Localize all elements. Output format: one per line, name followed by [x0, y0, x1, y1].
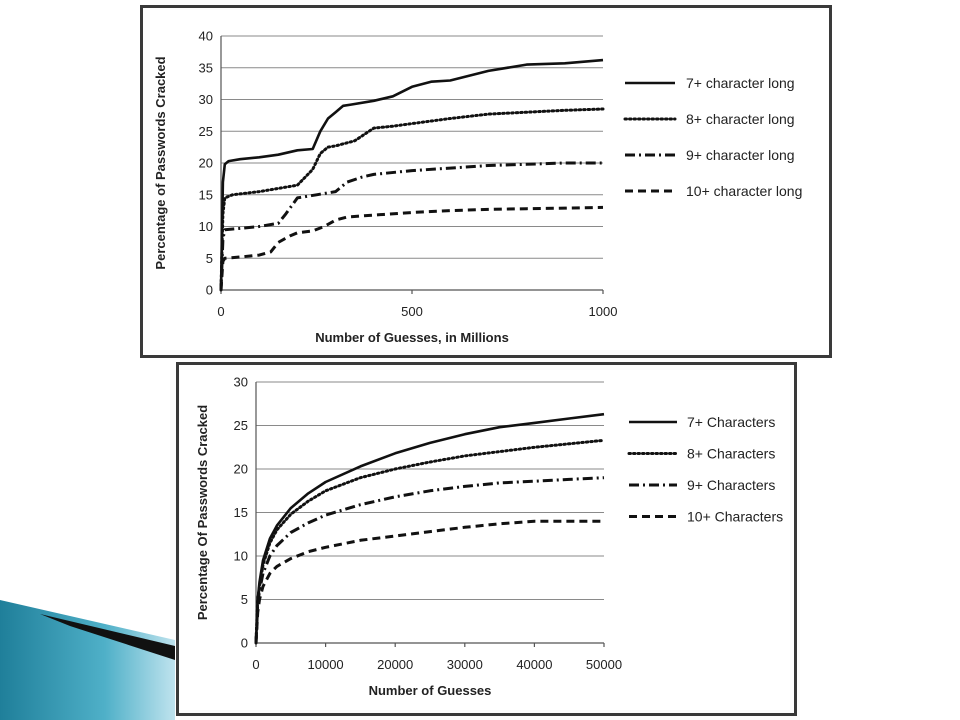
x-axis-title: Number of Guesses: [369, 683, 492, 698]
x-tick-label: 500: [401, 304, 423, 319]
x-tick-label: 10000: [308, 657, 344, 672]
chart-panel-top: 0 5 10 15 20 25 30 35 40 0 500 1000 Number of Guesse…: [140, 5, 832, 358]
y-tick-label: 10: [234, 549, 248, 564]
black-wedge: [40, 614, 175, 660]
y-tick-label: 35: [199, 60, 213, 75]
legend-label: 8+ character long: [686, 111, 795, 127]
legend-label: 10+ Characters: [687, 509, 783, 525]
chart-bottom: 0 5 10 15 20 25 30 0 10000 20000 30000 40000 50000 Nu…: [195, 375, 783, 699]
x-tick-label: 50000: [586, 657, 622, 672]
series-line: [219, 58, 604, 291]
y-tick-label: 10: [199, 219, 213, 234]
y-axis-title: Percentage of Passwords Cracked: [153, 56, 168, 269]
series-line: [219, 107, 605, 292]
y-tick-label: 20: [199, 156, 213, 171]
x-tick-label: 0: [252, 657, 259, 672]
x-tick-label: 1000: [589, 304, 618, 319]
series-line: [219, 205, 604, 291]
legend-label: 9+ Characters: [687, 477, 775, 493]
y-tick-label: 25: [199, 124, 213, 139]
x-axis-title: Number of Guesses, in Millions: [315, 330, 509, 345]
legend-label: 9+ character long: [686, 147, 795, 163]
y-axis-title: Percentage Of Passwords Cracked: [195, 405, 210, 620]
x-tick-label: 0: [217, 304, 224, 319]
y-tick-label: 25: [234, 418, 248, 433]
y-tick-label: 5: [206, 251, 213, 266]
y-tick-label: 30: [234, 375, 248, 390]
legend-label: 7+ character long: [686, 75, 795, 91]
legend-label: 7+ Characters: [687, 414, 775, 430]
y-tick-label: 5: [241, 592, 248, 607]
y-tick-label: 15: [199, 187, 213, 202]
x-tick-label: 40000: [516, 657, 552, 672]
x-tick-label: 30000: [447, 657, 483, 672]
legend-label: 10+ character long: [686, 183, 802, 199]
chart-top: 0 5 10 15 20 25 30 35 40 0 500 1000 Number of Guesse…: [153, 29, 802, 346]
series-line: [254, 412, 605, 644]
y-tick-label: 0: [206, 283, 213, 298]
series-line: [254, 519, 604, 644]
series-line: [219, 161, 603, 291]
y-tick-label: 20: [234, 462, 248, 477]
y-tick-label: 0: [241, 636, 248, 651]
chart-panel-bottom: 0 5 10 15 20 25 30 0 10000 20000 30000 40000 50000 Nu…: [176, 362, 797, 716]
series-line: [254, 438, 606, 645]
x-tick-label: 20000: [377, 657, 413, 672]
legend-label: 8+ Characters: [687, 446, 775, 462]
y-tick-label: 15: [234, 505, 248, 520]
series-line: [254, 476, 605, 644]
y-tick-label: 40: [199, 29, 213, 44]
y-tick-label: 30: [199, 92, 213, 107]
teal-wedge: [0, 600, 175, 720]
